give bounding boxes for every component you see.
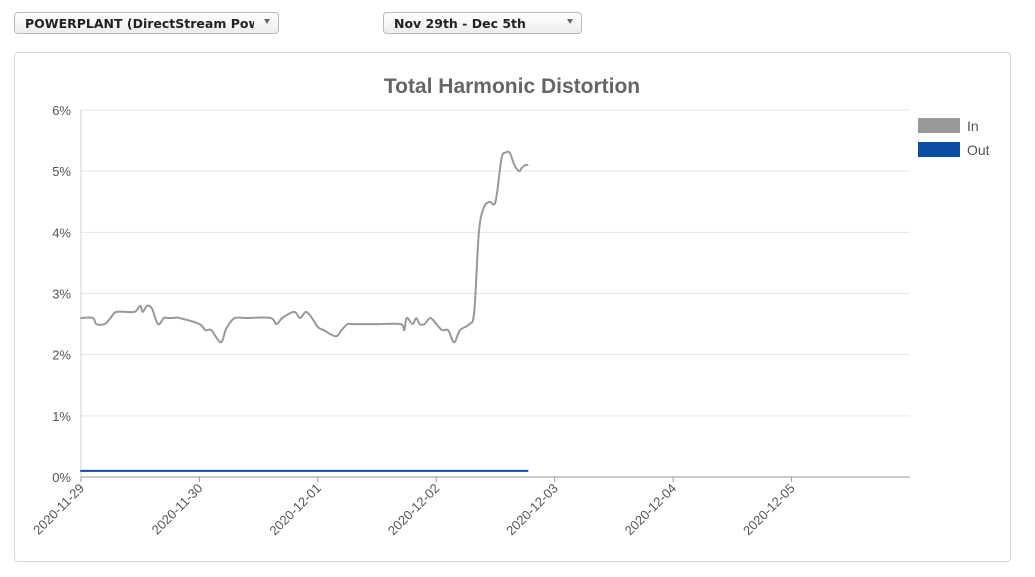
powerplant-select-label: POWERPLANT (DirectStream Powe... — [25, 15, 254, 31]
chart-panel: Total Harmonic Distortion 0% 1% 2% 3% 4% 5% 6% 2… — [14, 52, 1011, 562]
legend-label-out: Out — [967, 142, 990, 158]
x-tick-label: 2020-12-02 — [385, 481, 443, 539]
legend-swatch-in — [918, 118, 960, 133]
y-tick-label: 3% — [52, 287, 71, 302]
date-range-select[interactable]: Nov 29th - Dec 5th — [383, 12, 582, 34]
x-tick-label: 2020-12-03 — [503, 481, 561, 539]
chevron-down-icon — [264, 19, 270, 24]
y-tick-label: 0% — [52, 470, 71, 485]
y-tick-label: 4% — [52, 225, 71, 240]
y-tick-label: 2% — [52, 348, 71, 363]
chevron-down-icon — [567, 19, 573, 24]
series-line-in — [80, 150, 529, 344]
x-tick-label: 2020-11-30 — [149, 481, 206, 538]
chart-title: Total Harmonic Distortion — [384, 75, 640, 98]
legend-swatch-out — [918, 142, 960, 157]
y-tick-label: 1% — [52, 409, 71, 424]
thd-chart: Total Harmonic Distortion 0% 1% 2% 3% 4% 5% 6% 2… — [30, 75, 990, 539]
legend-label-in: In — [967, 118, 979, 134]
x-tick-label: 2020-11-29 — [30, 481, 87, 538]
y-tick-label: 5% — [52, 164, 71, 179]
y-tick-label: 6% — [52, 103, 71, 118]
x-tick-label: 2020-12-05 — [740, 481, 798, 539]
date-range-select-label: Nov 29th - Dec 5th — [394, 15, 526, 31]
powerplant-select[interactable]: POWERPLANT (DirectStream Powe... — [14, 12, 279, 34]
x-tick-label: 2020-12-04 — [622, 481, 680, 539]
x-tick-label: 2020-12-01 — [266, 481, 324, 539]
